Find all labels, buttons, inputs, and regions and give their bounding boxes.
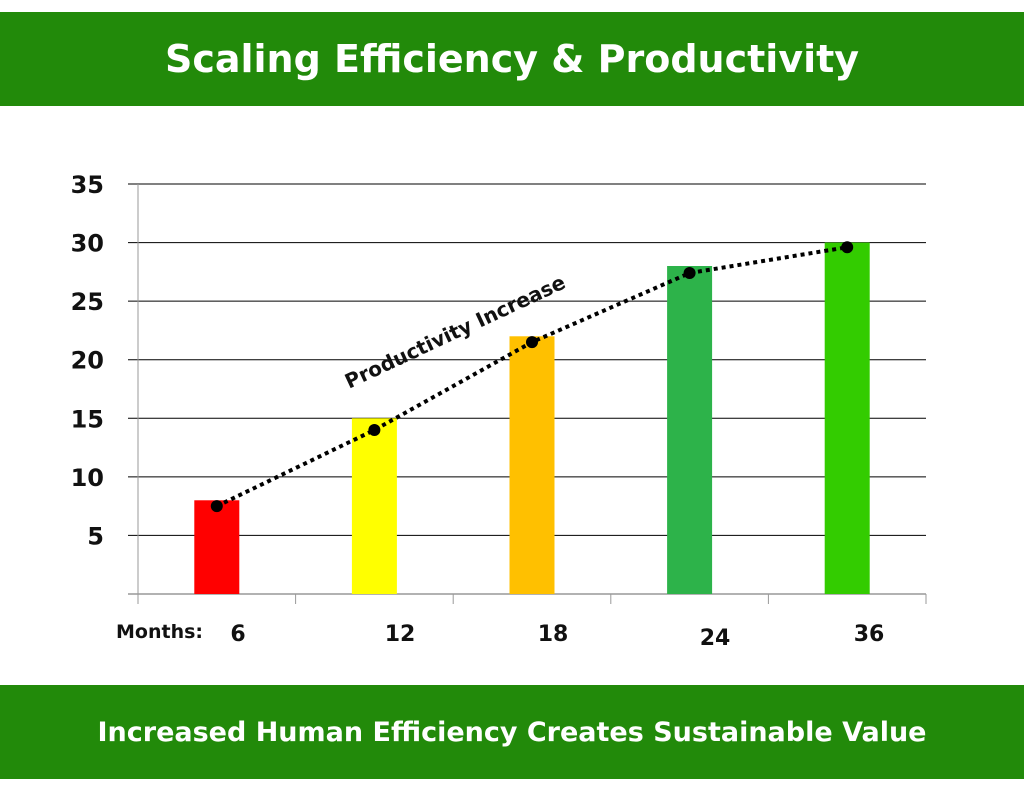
y-tick-label: 35 [71, 171, 104, 199]
x-tick-label: 12 [385, 622, 416, 647]
y-tick-label: 5 [87, 522, 104, 550]
bar-12 [351, 418, 397, 594]
trend-point-6 [210, 500, 223, 513]
trend-point-24 [683, 267, 696, 280]
bar-24 [667, 266, 713, 594]
bars [194, 242, 870, 595]
y-tick-label: 20 [71, 347, 104, 375]
y-tick-label: 25 [71, 288, 104, 316]
y-tick-label: 30 [71, 230, 104, 258]
bar-36 [824, 242, 870, 595]
footer-banner: Increased Human Efficiency Creates Susta… [0, 685, 1024, 779]
y-tick-label: 10 [71, 464, 104, 492]
footer-caption: Increased Human Efficiency Creates Susta… [97, 716, 927, 748]
x-tick-label: 18 [538, 622, 569, 647]
bar-6 [194, 500, 240, 594]
bar-18 [509, 336, 555, 594]
trend-point-12 [368, 424, 381, 436]
x-tick-label: 24 [700, 626, 731, 651]
x-axis-label: Months: [116, 621, 203, 643]
y-tick-label: 15 [71, 405, 104, 433]
page-title: Scaling Efficiency & Productivity [164, 37, 860, 81]
bar-chart: Productivity Increase 5101520253035Month… [71, 171, 927, 651]
x-tick-label: 36 [854, 622, 885, 647]
header-banner: Scaling Efficiency & Productivity [0, 12, 1024, 106]
trend-point-18 [526, 336, 538, 349]
tick-labels: 5 10 15 20 25 30 35 Months: 6 12 18 24 36 [71, 171, 885, 651]
trend-point-36 [841, 241, 854, 254]
x-tick-label: 6 [230, 622, 245, 647]
